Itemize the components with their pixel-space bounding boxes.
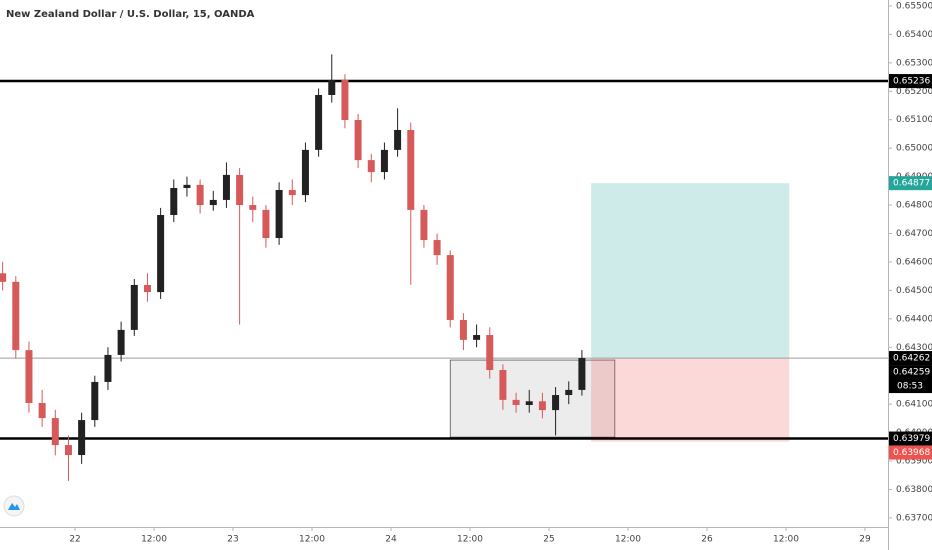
y-tick-label: 0.64100: [896, 400, 932, 410]
price-label-bg: [889, 74, 932, 89]
x-tick-label: 22: [69, 535, 80, 545]
price-label: 0.64877: [893, 179, 930, 189]
candle-body: [288, 189, 296, 196]
price-label: 0.63979: [893, 434, 930, 444]
candle-body: [262, 209, 270, 239]
candle-body: [578, 358, 586, 390]
price-label: 0.65236: [893, 77, 930, 87]
candle-body: [196, 184, 204, 206]
date-range-box: [449, 359, 616, 438]
x-tick-label: 12:00: [141, 535, 167, 545]
candle-body: [157, 215, 165, 293]
candle-body: [170, 187, 178, 216]
profit-zone: [591, 183, 790, 359]
candle-body: [315, 94, 323, 150]
y-tick-label: 0.65100: [896, 115, 932, 125]
candle-body: [367, 160, 375, 173]
price-label: 0.64262: [893, 354, 930, 364]
candle-body: [565, 389, 573, 396]
x-tick-label: 12:00: [773, 535, 799, 545]
y-tick-label: 0.64600: [896, 257, 932, 267]
candle-body: [78, 420, 86, 456]
candle-body: [38, 403, 46, 419]
x-tick-label: 23: [227, 535, 238, 545]
y-tick-label: 0.64800: [896, 201, 932, 211]
y-tick-label: 0.64700: [896, 229, 932, 239]
y-tick-label: 0.64300: [896, 343, 932, 353]
y-tick-label: 0.65000: [896, 144, 932, 154]
candle-body: [104, 354, 112, 382]
y-tick-label: 0.65400: [896, 30, 932, 40]
candle-body: [275, 189, 283, 239]
candle-body: [12, 281, 20, 351]
candle-body: [499, 370, 507, 400]
x-tick-label: 12:00: [457, 535, 483, 545]
candle-body: [91, 381, 99, 421]
candle-body: [51, 418, 59, 446]
x-tick-label: 29: [859, 535, 871, 545]
price-label-bg: [889, 445, 932, 460]
candle-body: [117, 329, 125, 355]
candle-body: [407, 129, 415, 210]
candle-body: [301, 149, 309, 196]
candle-body: [552, 395, 560, 411]
candle-body: [486, 335, 494, 371]
y-tick-label: 0.65500: [896, 1, 932, 11]
y-tick-label: 0.64400: [896, 314, 932, 324]
candle-body: [446, 255, 454, 320]
price-label-bg: [889, 431, 932, 446]
countdown-label: 08:53: [897, 382, 923, 392]
price-label-bg: [889, 365, 932, 394]
candle-body: [473, 335, 481, 340]
candle-body: [130, 284, 138, 330]
x-tick-label: 12:00: [299, 535, 325, 545]
y-tick-label: 0.63700: [896, 513, 932, 523]
candle-body: [0, 273, 7, 282]
candle-body: [420, 209, 428, 241]
y-tick-label: 0.65300: [896, 58, 932, 68]
candle-body: [380, 149, 388, 173]
x-tick-label: 26: [701, 535, 713, 545]
candle-body: [143, 284, 151, 293]
candle-body: [525, 401, 533, 405]
candle-body: [433, 240, 441, 256]
price-label: 0.63968: [893, 448, 930, 458]
chart-title: New Zealand Dollar / U.S. Dollar, 15, OA…: [6, 9, 255, 20]
candle-body: [183, 184, 191, 188]
candle-body: [209, 199, 217, 206]
x-tick-label: 25: [543, 535, 554, 545]
candle-body: [459, 319, 467, 340]
x-tick-label: 12:00: [615, 535, 641, 545]
x-tick-label: 24: [385, 535, 397, 545]
logo-mark[interactable]: [8, 503, 20, 510]
candle-body: [64, 445, 72, 456]
candle-body: [249, 205, 257, 210]
candle-body: [538, 401, 546, 411]
y-tick-label: 0.64500: [896, 286, 932, 296]
candle-body: [394, 129, 402, 150]
price-label-bg: [889, 351, 932, 366]
y-tick-label: 0.63800: [896, 485, 932, 495]
loss-zone: [591, 358, 790, 442]
y-tick-label: 0.63900: [896, 457, 932, 467]
y-tick-label: 0.65200: [896, 87, 932, 97]
candle-body: [25, 350, 33, 403]
candle-body: [354, 120, 362, 161]
candle-body: [222, 174, 230, 200]
candle-body: [236, 174, 244, 206]
price-label-bg: [889, 176, 932, 191]
logo[interactable]: [3, 495, 25, 517]
price-label: 0.64259: [893, 368, 930, 378]
candle-body: [512, 399, 520, 405]
candle-body: [328, 79, 336, 95]
candle-body: [341, 79, 349, 121]
